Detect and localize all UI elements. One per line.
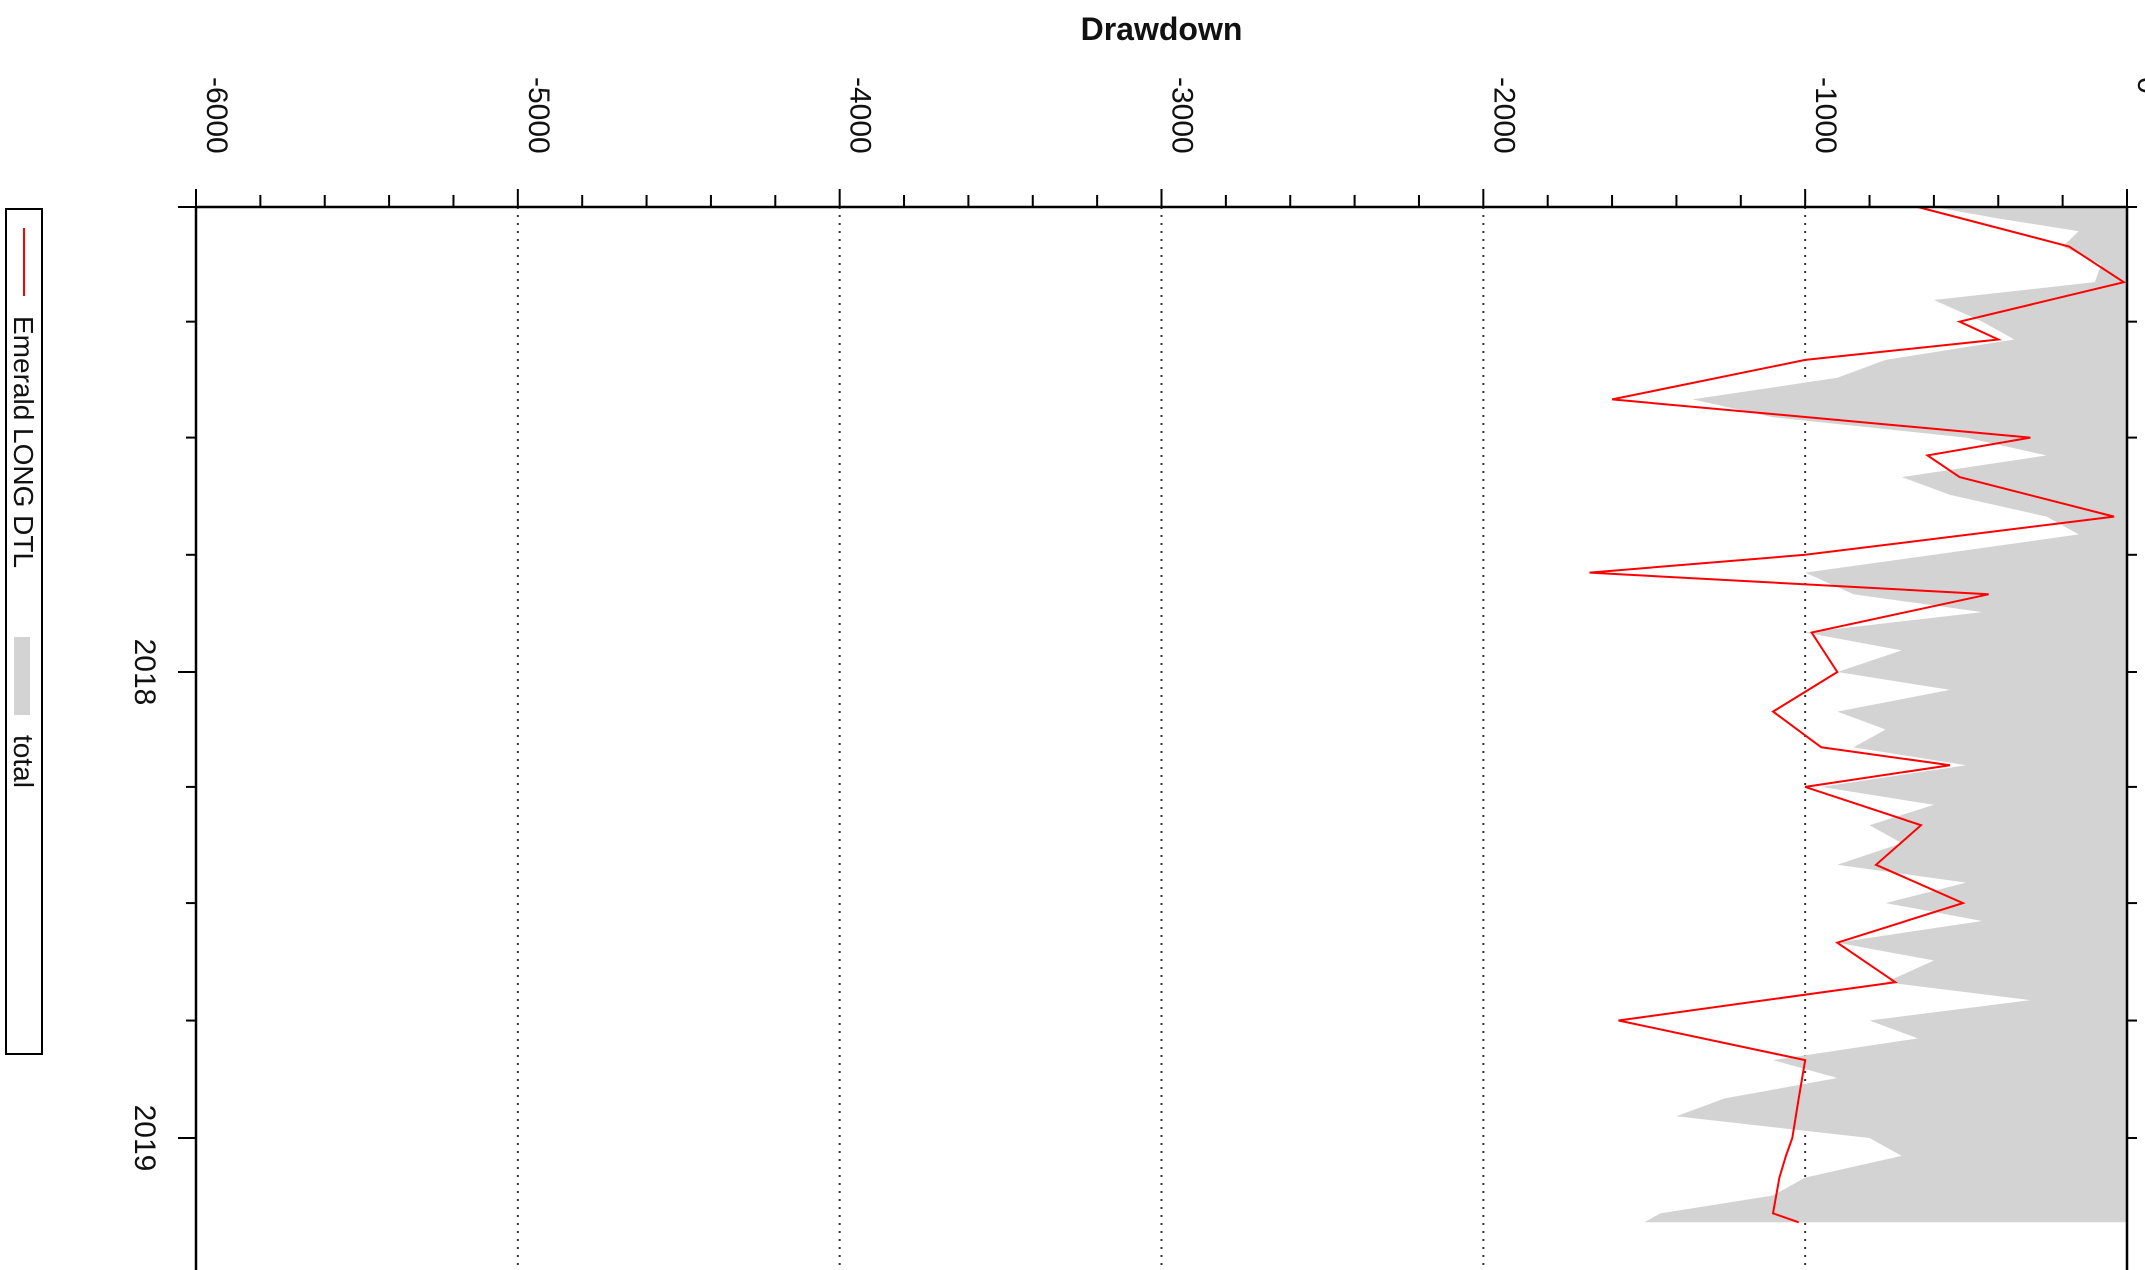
date-tick-label: 2018 [128, 639, 161, 706]
value-tick-label: -6000 [200, 77, 233, 154]
value-tick-label: -1000 [1809, 77, 1842, 154]
value-tick-label: -3000 [1166, 77, 1199, 154]
value-tick-label: -5000 [522, 77, 555, 154]
legend-label-emerald-long-dtl: Emerald LONG DTL [8, 316, 39, 568]
legend: Emerald LONG DTL total [5, 208, 43, 1055]
value-tick-label: 0 [2131, 77, 2145, 94]
legend-swatch-total [14, 637, 30, 715]
series-emerald-long-dtl-line [1589, 206, 2127, 1224]
legend-label-total: total [8, 735, 39, 788]
value-tick-label: -2000 [1487, 77, 1520, 154]
legend-box [5, 208, 43, 1055]
value-tick-label: -4000 [844, 77, 877, 154]
date-tick-label: 2019 [128, 1105, 161, 1172]
chart-title: Drawdown [1081, 11, 1243, 47]
series-total-area [1644, 207, 2127, 1223]
